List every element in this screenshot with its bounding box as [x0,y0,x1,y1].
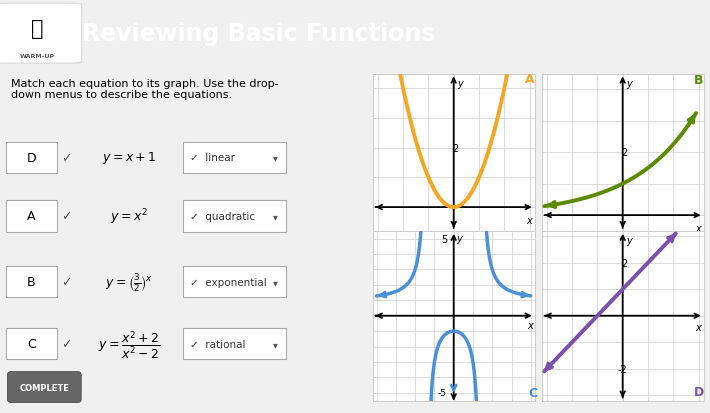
Text: C: C [27,337,36,351]
FancyBboxPatch shape [182,328,286,360]
Text: x: x [526,215,532,225]
Text: 🔥: 🔥 [31,19,43,38]
Text: x: x [695,323,701,332]
Text: D: D [26,151,36,164]
Text: ▾: ▾ [273,339,278,349]
FancyBboxPatch shape [6,266,58,297]
Text: C: C [529,386,538,399]
Text: A: A [27,210,36,223]
FancyBboxPatch shape [6,142,58,173]
Text: ▾: ▾ [273,153,278,163]
Text: ▾: ▾ [273,211,278,221]
Text: ✓  linear: ✓ linear [190,153,235,163]
Text: B: B [27,275,36,288]
Text: -2: -2 [618,364,628,374]
Text: ✓: ✓ [61,275,72,288]
Text: 2: 2 [452,143,459,153]
Text: ▾: ▾ [273,277,278,287]
Text: y: y [457,79,463,89]
Text: y: y [626,79,632,89]
Text: WARM-UP: WARM-UP [19,53,55,58]
Text: $y = x + 1$: $y = x + 1$ [102,150,156,166]
Text: ✓: ✓ [61,210,72,223]
Text: -5: -5 [438,388,447,397]
FancyBboxPatch shape [182,201,286,232]
Text: x: x [527,320,532,330]
FancyBboxPatch shape [182,142,286,173]
Text: Match each equation to its graph. Use the drop-
down menus to describe the equat: Match each equation to its graph. Use th… [11,78,279,100]
Text: ✓: ✓ [61,151,72,164]
Text: 5: 5 [441,234,447,244]
Text: 2: 2 [621,148,628,158]
Text: x: x [695,223,701,233]
Text: A: A [525,73,534,86]
Text: $y = \dfrac{x^2+2}{x^2-2}$: $y = \dfrac{x^2+2}{x^2-2}$ [98,328,160,360]
Text: $y = x^2$: $y = x^2$ [110,206,148,226]
FancyBboxPatch shape [6,201,58,232]
FancyBboxPatch shape [0,4,82,64]
Text: ✓: ✓ [61,337,72,351]
FancyBboxPatch shape [6,328,58,360]
Text: y: y [457,234,462,244]
Text: Reviewing Basic Functions: Reviewing Basic Functions [82,22,435,46]
FancyBboxPatch shape [182,266,286,297]
Text: B: B [694,74,703,87]
Text: 2: 2 [621,258,628,268]
Text: $y = \left(\frac{3}{2}\right)^{\!x}$: $y = \left(\frac{3}{2}\right)^{\!x}$ [106,271,153,293]
Text: COMPLETE: COMPLETE [19,383,70,392]
Text: D: D [694,385,704,398]
Text: ✓  exponential: ✓ exponential [190,277,267,287]
Text: ✓  quadratic: ✓ quadratic [190,211,256,221]
FancyBboxPatch shape [7,372,81,403]
Text: y: y [626,235,632,245]
Text: ✓  rational: ✓ rational [190,339,246,349]
